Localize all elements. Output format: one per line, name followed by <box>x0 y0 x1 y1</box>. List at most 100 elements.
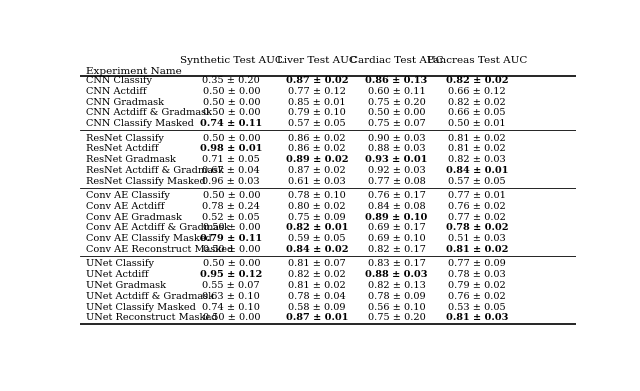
Text: 0.82 ± 0.01: 0.82 ± 0.01 <box>286 224 348 233</box>
Text: UNet Classify Masked: UNet Classify Masked <box>86 303 196 312</box>
Text: 0.85 ± 0.01: 0.85 ± 0.01 <box>288 98 346 107</box>
Text: 0.35 ± 0.20: 0.35 ± 0.20 <box>202 76 260 85</box>
Text: 0.79 ± 0.02: 0.79 ± 0.02 <box>448 281 506 290</box>
Text: 0.75 ± 0.09: 0.75 ± 0.09 <box>288 213 346 222</box>
Text: CNN Classify: CNN Classify <box>86 76 152 85</box>
Text: 0.50 ± 0.00: 0.50 ± 0.00 <box>202 87 260 96</box>
Text: 0.84 ± 0.01: 0.84 ± 0.01 <box>445 166 508 175</box>
Text: Conv AE Classify Masked: Conv AE Classify Masked <box>86 234 212 243</box>
Text: 0.83 ± 0.17: 0.83 ± 0.17 <box>367 260 426 269</box>
Text: Liver Test AUC: Liver Test AUC <box>277 56 357 65</box>
Text: 0.58 ± 0.09: 0.58 ± 0.09 <box>289 303 346 312</box>
Text: Conv AE Classify: Conv AE Classify <box>86 191 170 200</box>
Text: 0.75 ± 0.20: 0.75 ± 0.20 <box>367 98 426 107</box>
Text: 0.78 ± 0.24: 0.78 ± 0.24 <box>202 202 260 211</box>
Text: 0.80 ± 0.02: 0.80 ± 0.02 <box>288 202 346 211</box>
Text: 0.55 ± 0.07: 0.55 ± 0.07 <box>202 281 260 290</box>
Text: 0.87 ± 0.02: 0.87 ± 0.02 <box>286 76 348 85</box>
Text: 0.78 ± 0.02: 0.78 ± 0.02 <box>445 224 508 233</box>
Text: 0.81 ± 0.02: 0.81 ± 0.02 <box>288 281 346 290</box>
Text: 0.57 ± 0.05: 0.57 ± 0.05 <box>448 177 506 186</box>
Text: 0.67 ± 0.04: 0.67 ± 0.04 <box>202 166 260 175</box>
Text: CNN Classify Masked: CNN Classify Masked <box>86 119 194 128</box>
Text: ResNet Actdiff: ResNet Actdiff <box>86 144 158 153</box>
Text: ResNet Actdiff & Gradmask: ResNet Actdiff & Gradmask <box>86 166 224 175</box>
Text: Cardiac Test AUC: Cardiac Test AUC <box>349 56 444 65</box>
Text: 0.82 ± 0.02: 0.82 ± 0.02 <box>445 76 508 85</box>
Text: 0.75 ± 0.07: 0.75 ± 0.07 <box>367 119 426 128</box>
Text: ResNet Classify Masked: ResNet Classify Masked <box>86 177 205 186</box>
Text: UNet Classify: UNet Classify <box>86 260 154 269</box>
Text: 0.50 ± 0.00: 0.50 ± 0.00 <box>202 191 260 200</box>
Text: 0.51 ± 0.03: 0.51 ± 0.03 <box>448 234 506 243</box>
Text: ResNet Classify: ResNet Classify <box>86 134 164 143</box>
Text: 0.77 ± 0.12: 0.77 ± 0.12 <box>288 87 346 96</box>
Text: 0.81 ± 0.02: 0.81 ± 0.02 <box>448 134 506 143</box>
Text: 0.52 ± 0.05: 0.52 ± 0.05 <box>202 213 260 222</box>
Text: ResNet Gradmask: ResNet Gradmask <box>86 155 176 164</box>
Text: 0.66 ± 0.12: 0.66 ± 0.12 <box>448 87 506 96</box>
Text: 0.89 ± 0.02: 0.89 ± 0.02 <box>286 155 348 164</box>
Text: 0.69 ± 0.17: 0.69 ± 0.17 <box>367 224 426 233</box>
Text: 0.86 ± 0.13: 0.86 ± 0.13 <box>365 76 428 85</box>
Text: 0.71 ± 0.05: 0.71 ± 0.05 <box>202 155 260 164</box>
Text: 0.77 ± 0.01: 0.77 ± 0.01 <box>448 191 506 200</box>
Text: 0.78 ± 0.03: 0.78 ± 0.03 <box>448 270 506 279</box>
Text: 0.77 ± 0.09: 0.77 ± 0.09 <box>448 260 506 269</box>
Text: 0.86 ± 0.02: 0.86 ± 0.02 <box>288 134 346 143</box>
Text: Conv AE Actdiff & Gradmask: Conv AE Actdiff & Gradmask <box>86 224 230 233</box>
Text: 0.75 ± 0.20: 0.75 ± 0.20 <box>367 313 426 322</box>
Text: CNN Actdiff: CNN Actdiff <box>86 87 147 96</box>
Text: 0.78 ± 0.09: 0.78 ± 0.09 <box>367 292 425 301</box>
Text: 0.81 ± 0.02: 0.81 ± 0.02 <box>448 144 506 153</box>
Text: Conv AE Actdiff: Conv AE Actdiff <box>86 202 164 211</box>
Text: 0.50 ± 0.00: 0.50 ± 0.00 <box>202 245 260 254</box>
Text: 0.79 ± 0.11: 0.79 ± 0.11 <box>200 234 262 243</box>
Text: Synthetic Test AUC: Synthetic Test AUC <box>180 56 283 65</box>
Text: 0.78 ± 0.10: 0.78 ± 0.10 <box>288 191 346 200</box>
Text: 0.50 ± 0.00: 0.50 ± 0.00 <box>202 313 260 322</box>
Text: 0.77 ± 0.02: 0.77 ± 0.02 <box>448 213 506 222</box>
Text: 0.90 ± 0.03: 0.90 ± 0.03 <box>367 134 425 143</box>
Text: 0.79 ± 0.10: 0.79 ± 0.10 <box>288 108 346 117</box>
Text: 0.93 ± 0.01: 0.93 ± 0.01 <box>365 155 428 164</box>
Text: 0.69 ± 0.10: 0.69 ± 0.10 <box>367 234 425 243</box>
Text: 0.78 ± 0.04: 0.78 ± 0.04 <box>288 292 346 301</box>
Text: 0.86 ± 0.02: 0.86 ± 0.02 <box>288 144 346 153</box>
Text: 0.66 ± 0.05: 0.66 ± 0.05 <box>448 108 506 117</box>
Text: 0.87 ± 0.02: 0.87 ± 0.02 <box>288 166 346 175</box>
Text: 0.50 ± 0.00: 0.50 ± 0.00 <box>202 108 260 117</box>
Text: 0.53 ± 0.05: 0.53 ± 0.05 <box>448 303 506 312</box>
Text: Pancreas Test AUC: Pancreas Test AUC <box>427 56 527 65</box>
Text: UNet Actdiff: UNet Actdiff <box>86 270 148 279</box>
Text: 0.88 ± 0.03: 0.88 ± 0.03 <box>365 270 428 279</box>
Text: 0.87 ± 0.01: 0.87 ± 0.01 <box>286 313 348 322</box>
Text: 0.56 ± 0.10: 0.56 ± 0.10 <box>367 303 425 312</box>
Text: 0.59 ± 0.05: 0.59 ± 0.05 <box>289 234 346 243</box>
Text: 0.50 ± 0.01: 0.50 ± 0.01 <box>448 119 506 128</box>
Text: Experiment Name: Experiment Name <box>86 67 182 76</box>
Text: UNet Gradmask: UNet Gradmask <box>86 281 166 290</box>
Text: 0.74 ± 0.11: 0.74 ± 0.11 <box>200 119 262 128</box>
Text: UNet Actdiff & Gradmask: UNet Actdiff & Gradmask <box>86 292 214 301</box>
Text: 0.61 ± 0.03: 0.61 ± 0.03 <box>288 177 346 186</box>
Text: 0.76 ± 0.17: 0.76 ± 0.17 <box>367 191 426 200</box>
Text: 0.95 ± 0.12: 0.95 ± 0.12 <box>200 270 262 279</box>
Text: 0.50 ± 0.00: 0.50 ± 0.00 <box>202 98 260 107</box>
Text: 0.82 ± 0.02: 0.82 ± 0.02 <box>288 270 346 279</box>
Text: 0.50 ± 0.00: 0.50 ± 0.00 <box>202 134 260 143</box>
Text: 0.60 ± 0.11: 0.60 ± 0.11 <box>367 87 426 96</box>
Text: 0.92 ± 0.03: 0.92 ± 0.03 <box>367 166 426 175</box>
Text: 0.98 ± 0.01: 0.98 ± 0.01 <box>200 144 262 153</box>
Text: 0.57 ± 0.05: 0.57 ± 0.05 <box>288 119 346 128</box>
Text: 0.81 ± 0.03: 0.81 ± 0.03 <box>445 313 508 322</box>
Text: 0.82 ± 0.02: 0.82 ± 0.02 <box>448 98 506 107</box>
Text: 0.76 ± 0.02: 0.76 ± 0.02 <box>448 202 506 211</box>
Text: 0.76 ± 0.02: 0.76 ± 0.02 <box>448 292 506 301</box>
Text: 0.74 ± 0.10: 0.74 ± 0.10 <box>202 303 260 312</box>
Text: 0.88 ± 0.03: 0.88 ± 0.03 <box>367 144 425 153</box>
Text: Conv AE Gradmask: Conv AE Gradmask <box>86 213 182 222</box>
Text: 0.84 ± 0.02: 0.84 ± 0.02 <box>286 245 348 254</box>
Text: 0.82 ± 0.03: 0.82 ± 0.03 <box>448 155 506 164</box>
Text: 0.50 ± 0.00: 0.50 ± 0.00 <box>202 224 260 233</box>
